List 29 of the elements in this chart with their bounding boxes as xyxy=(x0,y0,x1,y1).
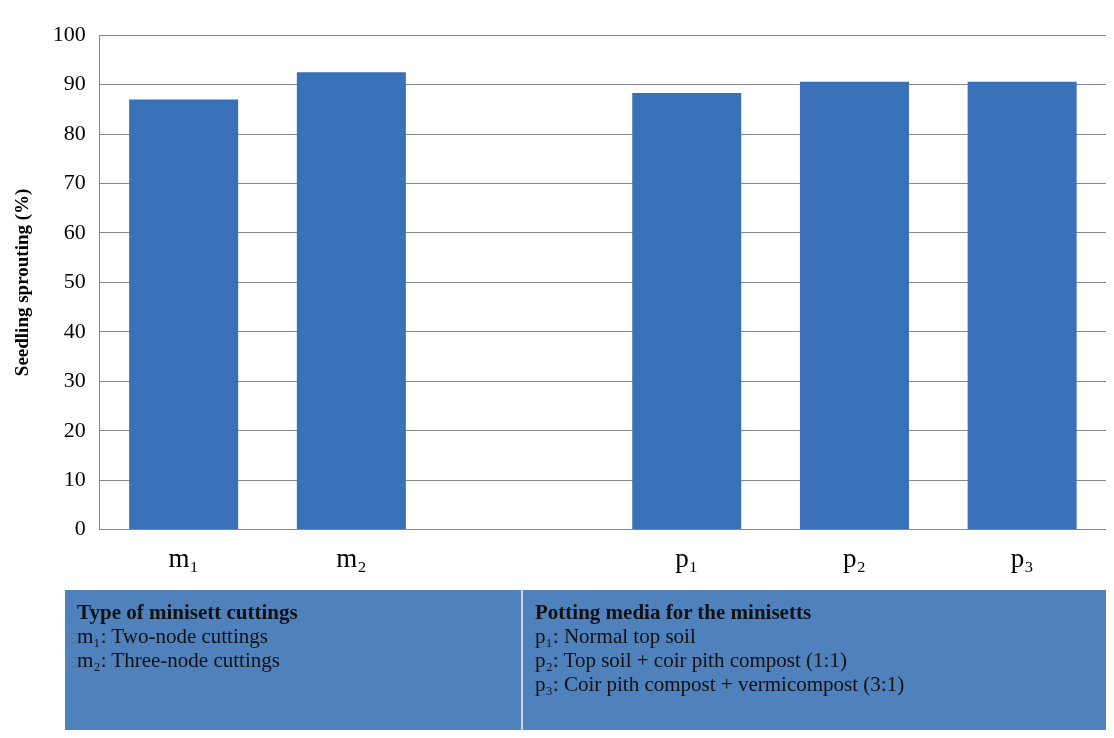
text: p₂: Top soil + coir pith compost (1:1) xyxy=(535,648,848,672)
y-tick-label: 20 xyxy=(63,416,86,442)
text: m₁: Two-node cuttings xyxy=(77,624,269,648)
y-tick-label: 70 xyxy=(63,169,86,195)
bar xyxy=(632,93,742,530)
text: p₁: Normal top soil xyxy=(535,624,697,648)
y-tick-label: 80 xyxy=(63,119,86,145)
x-tick-label: p₁ xyxy=(675,542,699,573)
y-tick-label: 30 xyxy=(63,367,86,393)
y-tick-label: 100 xyxy=(52,20,86,46)
bar xyxy=(799,81,909,530)
y-tick-label: 60 xyxy=(63,218,86,244)
bar xyxy=(296,72,406,530)
text: Potting media for the minisetts xyxy=(535,600,813,624)
x-tick-label: m₁ xyxy=(168,542,199,573)
text: p₃: Coir pith compost + vermicompost (3:1) xyxy=(535,672,906,696)
y-tick-label: 40 xyxy=(63,317,86,343)
x-tick-label: p₂ xyxy=(842,542,866,573)
x-tick-label: m₂ xyxy=(336,542,367,573)
text: m₂: Three-node cuttings xyxy=(77,648,281,672)
y-tick-label: 90 xyxy=(63,70,86,96)
bar xyxy=(129,99,239,530)
text: Type of minisett cuttings xyxy=(77,600,299,624)
y-axis-title: Seedling sprouting (%) xyxy=(11,188,34,377)
bar xyxy=(967,81,1077,530)
y-tick-label: 50 xyxy=(63,268,86,294)
y-tick-label: 0 xyxy=(74,515,86,541)
x-tick-label: p₃ xyxy=(1010,542,1034,573)
y-tick-label: 10 xyxy=(63,465,86,491)
